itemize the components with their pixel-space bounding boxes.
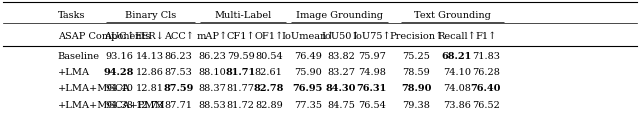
Text: EER↓: EER↓ <box>135 32 164 41</box>
Text: 81.71: 81.71 <box>225 68 256 77</box>
Text: 14.13: 14.13 <box>136 52 164 61</box>
Text: AUC↑: AUC↑ <box>104 32 134 41</box>
Text: 87.71: 87.71 <box>164 100 193 109</box>
Text: 87.59: 87.59 <box>163 84 194 93</box>
Text: 79.38: 79.38 <box>402 100 430 109</box>
Text: 79.59: 79.59 <box>227 52 255 61</box>
Text: 94.28: 94.28 <box>104 68 134 77</box>
Text: 88.53: 88.53 <box>198 100 226 109</box>
Text: 12.73: 12.73 <box>136 100 164 109</box>
Text: 88.37: 88.37 <box>198 84 226 93</box>
Text: 74.98: 74.98 <box>358 68 386 77</box>
Text: 94.40: 94.40 <box>105 84 133 93</box>
Text: 83.82: 83.82 <box>327 52 355 61</box>
Text: 88.10: 88.10 <box>198 68 226 77</box>
Text: 78.90: 78.90 <box>401 84 431 93</box>
Text: 71.83: 71.83 <box>472 52 500 61</box>
Text: CF1↑: CF1↑ <box>227 32 255 41</box>
Text: 76.40: 76.40 <box>470 84 501 93</box>
Text: IoU50↑: IoU50↑ <box>322 32 360 41</box>
Text: 75.90: 75.90 <box>294 68 322 77</box>
Text: OF1↑: OF1↑ <box>254 32 284 41</box>
Text: 93.16: 93.16 <box>105 52 133 61</box>
Text: Baseline: Baseline <box>58 52 100 61</box>
Text: 76.95: 76.95 <box>292 84 323 93</box>
Text: 84.75: 84.75 <box>327 100 355 109</box>
Text: 76.31: 76.31 <box>356 84 387 93</box>
Text: 80.54: 80.54 <box>255 52 283 61</box>
Text: mAP↑: mAP↑ <box>196 32 227 41</box>
Text: +LMA+MGCA+PMM: +LMA+MGCA+PMM <box>58 100 165 109</box>
Text: 94.38: 94.38 <box>105 100 133 109</box>
Text: 87.53: 87.53 <box>164 68 193 77</box>
Text: 82.61: 82.61 <box>255 68 283 77</box>
Text: 76.54: 76.54 <box>358 100 386 109</box>
Text: 12.81: 12.81 <box>136 84 164 93</box>
Text: IoUmean↑: IoUmean↑ <box>281 32 335 41</box>
Text: 75.25: 75.25 <box>402 52 430 61</box>
Text: ASAP Components: ASAP Components <box>58 32 150 41</box>
Text: 12.86: 12.86 <box>136 68 164 77</box>
Text: Binary Cls: Binary Cls <box>125 11 176 20</box>
Text: 76.49: 76.49 <box>294 52 322 61</box>
Text: 86.23: 86.23 <box>164 52 193 61</box>
Text: Image Grounding: Image Grounding <box>296 11 383 20</box>
Text: 73.86: 73.86 <box>443 100 471 109</box>
Text: +LMA: +LMA <box>58 68 90 77</box>
Text: 76.28: 76.28 <box>472 68 500 77</box>
Text: 75.97: 75.97 <box>358 52 386 61</box>
Text: ACC↑: ACC↑ <box>164 32 193 41</box>
Text: 68.21: 68.21 <box>442 52 472 61</box>
Text: 74.10: 74.10 <box>443 68 471 77</box>
Text: 86.23: 86.23 <box>198 52 226 61</box>
Text: 74.08: 74.08 <box>443 84 471 93</box>
Text: 81.77: 81.77 <box>227 84 255 93</box>
Text: Precision↑: Precision↑ <box>389 32 443 41</box>
Text: 82.89: 82.89 <box>255 100 283 109</box>
Text: Multi-Label: Multi-Label <box>214 11 272 20</box>
Text: Tasks: Tasks <box>58 11 85 20</box>
Text: Recall↑: Recall↑ <box>438 32 476 41</box>
Text: +LMA+MGCA: +LMA+MGCA <box>58 84 130 93</box>
Text: 81.72: 81.72 <box>227 100 255 109</box>
Text: F1↑: F1↑ <box>475 32 497 41</box>
Text: 77.35: 77.35 <box>294 100 322 109</box>
Text: 84.30: 84.30 <box>326 84 356 93</box>
Text: 78.59: 78.59 <box>402 68 430 77</box>
Text: 76.52: 76.52 <box>472 100 500 109</box>
Text: 83.27: 83.27 <box>327 68 355 77</box>
Text: 82.78: 82.78 <box>253 84 284 93</box>
Text: Text Grounding: Text Grounding <box>413 11 491 20</box>
Text: IoU75↑: IoU75↑ <box>353 32 391 41</box>
